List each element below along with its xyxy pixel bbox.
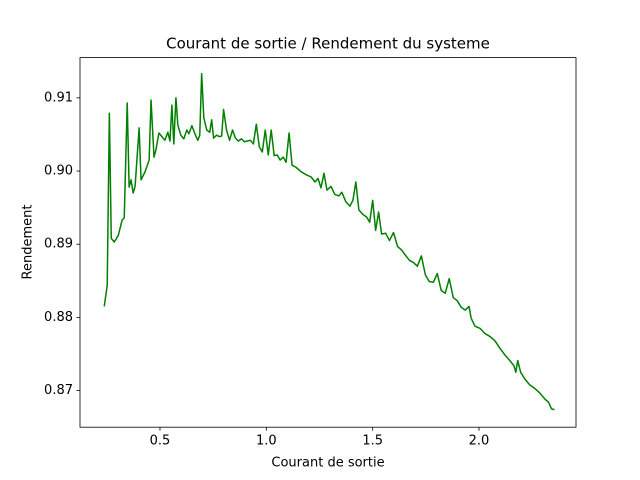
y-tick-label: 0.89 (44, 237, 73, 252)
y-tick-label: 0.90 (44, 164, 73, 179)
x-tick-label: 1.0 (256, 434, 277, 449)
chart-title: Courant de sortie / Rendement du systeme (166, 35, 490, 53)
x-axis-label: Courant de sortie (271, 456, 384, 471)
x-tick-label: 1.5 (362, 434, 383, 449)
line (103, 72, 555, 411)
y-tick-label: 0.91 (44, 90, 73, 105)
y-tick-label: 0.88 (44, 310, 73, 325)
y-tick-label: 0.87 (44, 383, 73, 398)
x-tick-label: 0.5 (150, 434, 171, 449)
x-tick-label: 2.0 (469, 434, 490, 449)
plot-frame (79, 57, 577, 428)
y-axis-label: Rendement (21, 205, 36, 280)
